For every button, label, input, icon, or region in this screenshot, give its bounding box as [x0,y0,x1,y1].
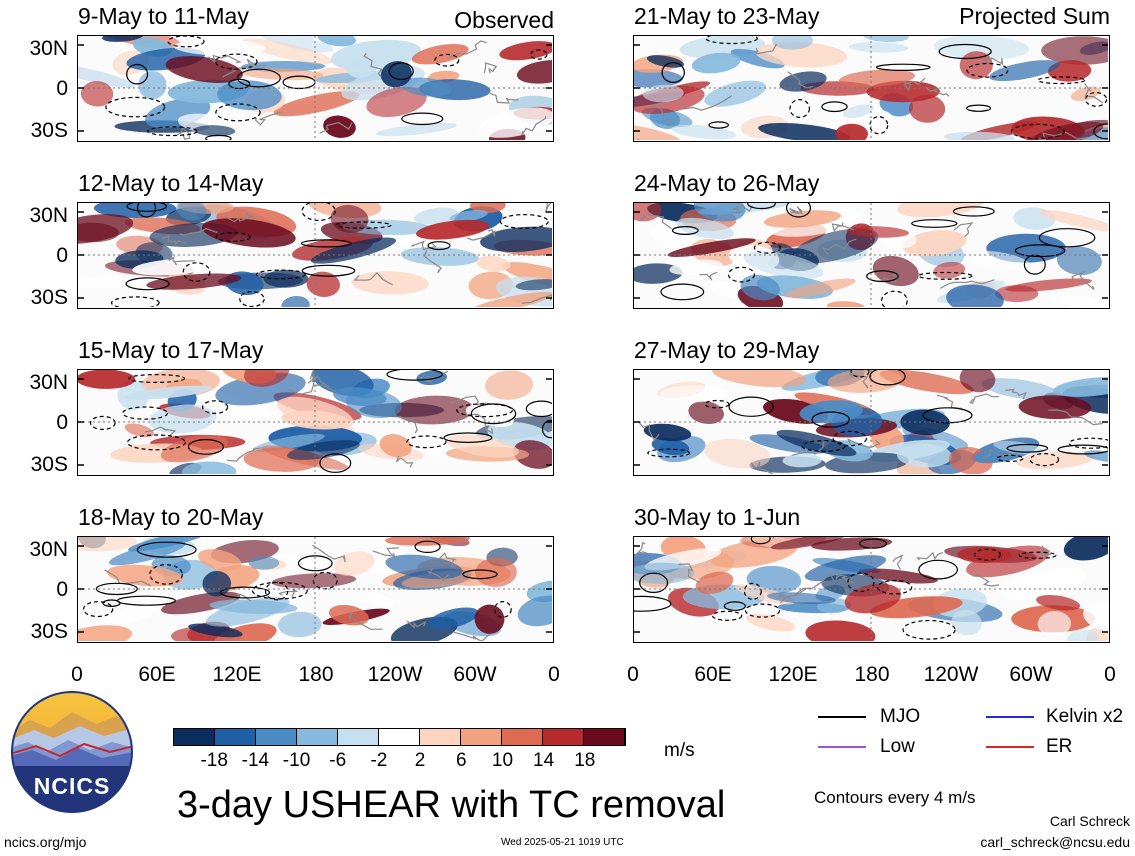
panel-title: 21-May to 23-May [634,3,820,29]
footer-author: Carl Schreck [1049,813,1130,829]
colorbar-tick-label: 2 [414,750,426,771]
lon-label: 180 [298,663,334,686]
colorbar-tick-label: -10 [282,750,311,771]
panel-title: 27-May to 29-May [634,337,820,363]
colorbar-swatch [297,729,338,745]
panel-title: 18-May to 20-May [78,504,264,530]
lat-label: 0 [56,578,68,601]
map-panel [633,369,1110,476]
kelvin-line-icon [986,716,1034,718]
legend-label-er: ER [1046,736,1073,757]
lon-label: 60E [694,663,732,686]
projected-sum-label: Projected Sum [959,3,1110,29]
lat-label: 30S [30,286,68,309]
lon-label: 120E [768,663,818,686]
lat-label: 0 [56,77,68,100]
legend-label-kelvin: Kelvin x2 [1046,706,1124,727]
footer-email[interactable]: carl_schreck@ncsu.edu [980,834,1130,850]
lat-label: 30N [29,204,68,227]
colorbar-tick-label: 10 [491,750,514,771]
lon-label: 180 [854,663,890,686]
colorbar-swatch [420,729,461,745]
lat-label: 30S [30,453,68,476]
colorbar-tick-label: -2 [370,750,388,771]
er-line-icon [986,746,1034,748]
colorbar-tick-label: 6 [455,750,467,771]
lon-label: 0 [1104,663,1116,686]
panel-title: 15-May to 17-May [78,337,264,363]
observed-label: Observed [454,7,554,33]
legend-label-mjo: MJO [880,706,921,727]
lat-label: 30N [29,371,68,394]
lon-label: 0 [71,663,83,686]
panel-title: 12-May to 14-May [78,170,264,196]
contour-note: Contours every 4 m/s [814,788,976,807]
colorbar-tick-label: 18 [574,750,596,771]
footer-url[interactable]: ncics.org/mjo [4,834,87,850]
mjo-line-icon [818,716,866,718]
map-panel [77,369,554,476]
lon-label: 60W [1009,663,1053,686]
colorbar-unit: m/s [664,740,695,761]
colorbar-swatch [256,729,297,745]
lon-label: 60W [453,663,497,686]
colorbar-swatch [461,729,502,745]
colorbar [173,728,626,746]
logo-text: NCICS [33,773,111,799]
lon-label: 0 [548,663,560,686]
colorbar-tick-label: -18 [200,750,228,771]
lon-label: 120W [367,663,423,686]
map-panel [633,202,1110,309]
colorbar-swatch [174,729,215,745]
colorbar-swatch [379,729,420,745]
panel-title: 24-May to 26-May [634,170,820,196]
colorbar-swatch [502,729,543,745]
colorbar-tick-label: 14 [533,750,555,771]
colorbar-swatch [584,729,625,745]
map-panel [633,536,1110,643]
low-line-icon [818,746,866,748]
panel-title: 30-May to 1-Jun [634,504,801,530]
colorbar-swatch [338,729,379,745]
lon-label: 120E [212,663,262,686]
lat-label: 0 [56,411,68,434]
ncics-logo: NCICS [10,690,134,814]
footer-timestamp: Wed 2025-05-21 1019 UTC [501,837,624,848]
lat-label: 30S [30,119,68,142]
colorbar-swatch [215,729,256,745]
colorbar-swatch [543,729,584,745]
lon-label: 120W [923,663,979,686]
map-panel [633,35,1110,142]
map-panel [77,536,554,643]
lon-label: 0 [627,663,639,686]
panel-title: 9-May to 11-May [78,3,249,29]
colorbar-tick-label: -14 [241,750,270,771]
lat-label: 30N [29,37,68,60]
lat-label: 30N [29,538,68,561]
lat-label: 0 [56,244,68,267]
map-panel [77,35,554,142]
lat-label: 30S [30,620,68,643]
main-title: 3-day USHEAR with TC removal [177,784,726,826]
legend-label-low: Low [880,736,915,757]
colorbar-tick-label: -6 [329,750,347,771]
lon-label: 60E [138,663,176,686]
map-panel [77,202,554,309]
